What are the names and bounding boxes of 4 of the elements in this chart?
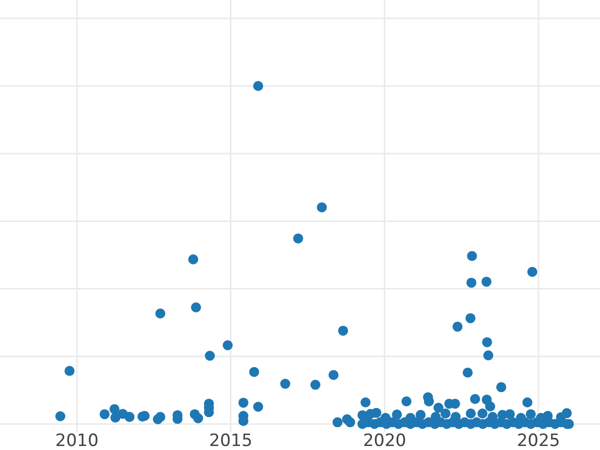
x-tick-label: 2020 — [362, 431, 406, 450]
x-tick-label: 2025 — [516, 431, 560, 450]
x-tick-label: 2010 — [55, 431, 99, 450]
x-tick-label: 2015 — [209, 431, 252, 450]
